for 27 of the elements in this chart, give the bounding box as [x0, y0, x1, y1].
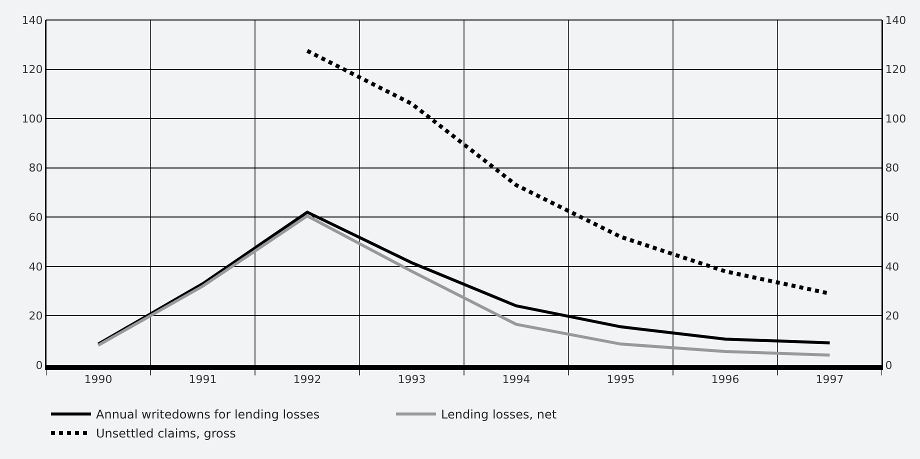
x-tick-label: 1991	[188, 373, 217, 386]
legend-label: Lending losses, net	[441, 408, 557, 422]
x-tick-label: 1993	[398, 373, 426, 386]
y2-tick-label: 60	[885, 210, 900, 224]
y2-tick-label: 40	[885, 260, 900, 274]
y2-tick-label: 80	[885, 162, 900, 175]
legend-label: Annual writedowns for lending losses	[96, 408, 320, 422]
y2-tick-label: 0	[885, 358, 892, 372]
y-tick-label: 20	[28, 310, 43, 323]
legend-label: Unsettled claims, gross	[96, 426, 236, 441]
x-tick-label: 1997	[816, 373, 844, 386]
y2-tick-label: 120	[885, 63, 906, 76]
y-tick-label: 120	[22, 63, 43, 76]
y-tick-label: 100	[22, 112, 43, 126]
y-tick-label: 140	[22, 14, 43, 27]
y-tick-label: 40	[28, 260, 43, 274]
y2-tick-label: 140	[885, 14, 906, 27]
x-tick-label: 1995	[606, 373, 635, 386]
y-tick-label: 60	[28, 210, 43, 224]
y-tick-label: 80	[28, 162, 43, 175]
x-tick-label: 1996	[711, 373, 740, 386]
x-tick-label: 1992	[293, 373, 322, 386]
y2-tick-label: 20	[885, 310, 900, 323]
y-tick-label: 0	[36, 358, 43, 372]
x-tick-label: 1994	[502, 373, 530, 386]
y2-tick-label: 100	[885, 112, 906, 126]
x-tick-label: 1990	[84, 373, 112, 386]
